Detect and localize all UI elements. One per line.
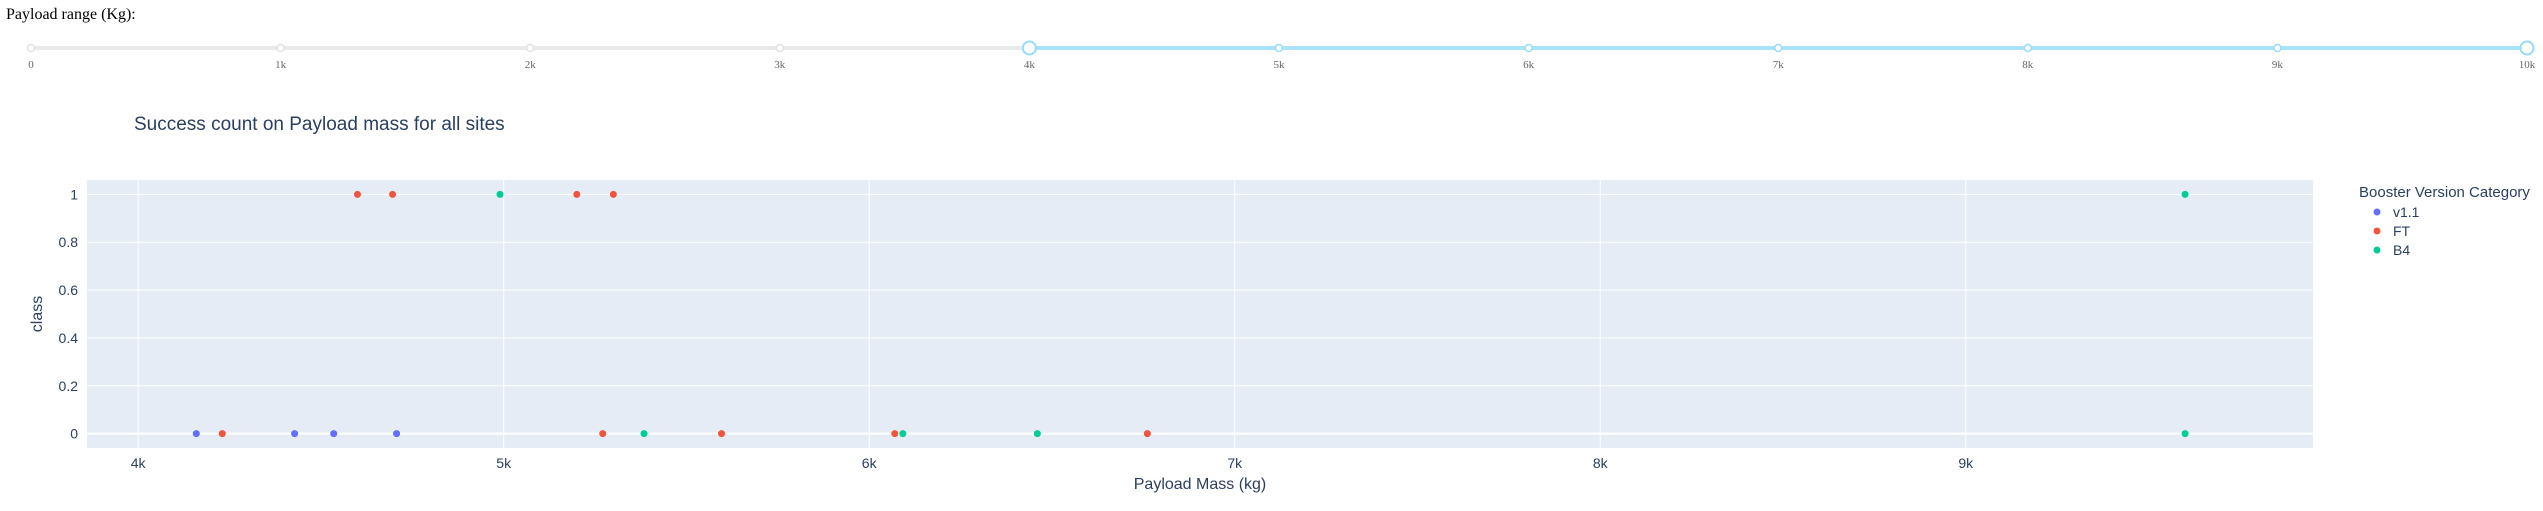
x-axis-title: Payload Mass (kg) — [1134, 476, 1267, 493]
slider-mark-label: 9k — [2272, 59, 2284, 71]
legend-marker — [2373, 208, 2381, 216]
data-point-b4[interactable] — [640, 430, 648, 438]
y-tick-label: 0.8 — [59, 234, 79, 250]
x-tick-label: 5k — [496, 455, 512, 471]
data-point-ft[interactable] — [609, 190, 617, 198]
data-point-ft[interactable] — [573, 190, 581, 198]
slider-dot — [1524, 43, 1533, 53]
slider-dot — [525, 43, 535, 53]
data-point-b4[interactable] — [496, 190, 504, 198]
y-tick-label: 0.2 — [59, 378, 79, 394]
x-tick-label: 4k — [131, 455, 147, 471]
data-point-ft[interactable] — [353, 190, 361, 198]
y-tick-label: 1 — [70, 186, 78, 202]
x-tick-label: 8k — [1593, 455, 1609, 471]
legend-item-b4[interactable]: B4 — [2373, 242, 2411, 258]
slider-dot — [2273, 43, 2282, 53]
y-tick-label: 0.4 — [59, 330, 79, 346]
slider-mark-label: 6k — [1523, 59, 1535, 71]
slider-mark-label: 4k — [1024, 59, 1036, 71]
payload-range-label: Payload range (Kg): — [6, 6, 136, 23]
data-point-v1-1[interactable] — [291, 430, 299, 438]
payload-range-slider[interactable]: 0 1k 2k 3k 4k 5k 6k 7k 8k 9k 10k — [0, 30, 2543, 80]
slider-mark-label: 5k — [1274, 59, 1286, 71]
data-point-ft[interactable] — [218, 430, 226, 438]
data-point-v1-1[interactable] — [192, 430, 200, 438]
x-tick-label: 9k — [1958, 455, 1974, 471]
plot-area — [87, 180, 2313, 448]
slider-mark-label: 2k — [525, 59, 537, 71]
legend-label: B4 — [2393, 242, 2410, 258]
slider-dot — [1773, 43, 1783, 53]
legend-title: Booster Version Category — [2359, 184, 2530, 201]
legend[interactable]: Booster Version Category v1.1 FT B4 — [2359, 184, 2530, 258]
y-axis-title: class — [29, 296, 46, 332]
data-point-ft[interactable] — [389, 190, 397, 198]
slider-mark-label: 3k — [774, 59, 786, 71]
legend-item-ft[interactable]: FT — [2373, 223, 2411, 239]
slider-dot — [775, 43, 785, 53]
slider-mark-label: 8k — [2022, 59, 2034, 71]
slider-dot — [26, 43, 36, 53]
slider-handle-min[interactable] — [1021, 40, 1037, 56]
data-point-ft[interactable] — [599, 430, 607, 438]
chart-title: Success count on Payload mass for all si… — [134, 114, 505, 135]
slider-dot — [1274, 43, 1284, 53]
data-point-b4[interactable] — [1033, 430, 1041, 438]
legend-marker — [2373, 227, 2381, 235]
x-tick-label: 6k — [862, 455, 878, 471]
slider-mark-label: 7k — [1773, 59, 1785, 71]
slider-dot — [276, 43, 285, 53]
data-point-b4[interactable] — [2181, 190, 2189, 198]
data-point-ft[interactable] — [1143, 430, 1151, 438]
data-point-ft[interactable] — [718, 430, 726, 438]
success-payload-scatter-chart: Success count on Payload mass for all si… — [29, 114, 2530, 493]
x-tick-label: 7k — [1227, 455, 1243, 471]
data-point-v1-1[interactable] — [393, 430, 401, 438]
legend-marker — [2373, 246, 2381, 254]
data-point-v1-1[interactable] — [330, 430, 338, 438]
legend-item-v1-1[interactable]: v1.1 — [2373, 204, 2420, 220]
legend-label: v1.1 — [2393, 204, 2420, 220]
grid-lines — [87, 180, 2313, 448]
legend-label: FT — [2393, 223, 2411, 239]
data-point-b4[interactable] — [2181, 430, 2189, 438]
data-point-ft[interactable] — [891, 430, 899, 438]
data-point-b4[interactable] — [899, 430, 907, 438]
y-tick-label: 0 — [70, 426, 78, 442]
slider-mark-label: 10k — [2519, 59, 2536, 71]
y-tick-label: 0.6 — [59, 282, 79, 298]
slider-mark-label: 1k — [275, 59, 287, 71]
slider-dot — [2023, 43, 2033, 53]
slider-mark-label: 0 — [28, 59, 34, 71]
slider-handle-max[interactable] — [2519, 40, 2535, 56]
